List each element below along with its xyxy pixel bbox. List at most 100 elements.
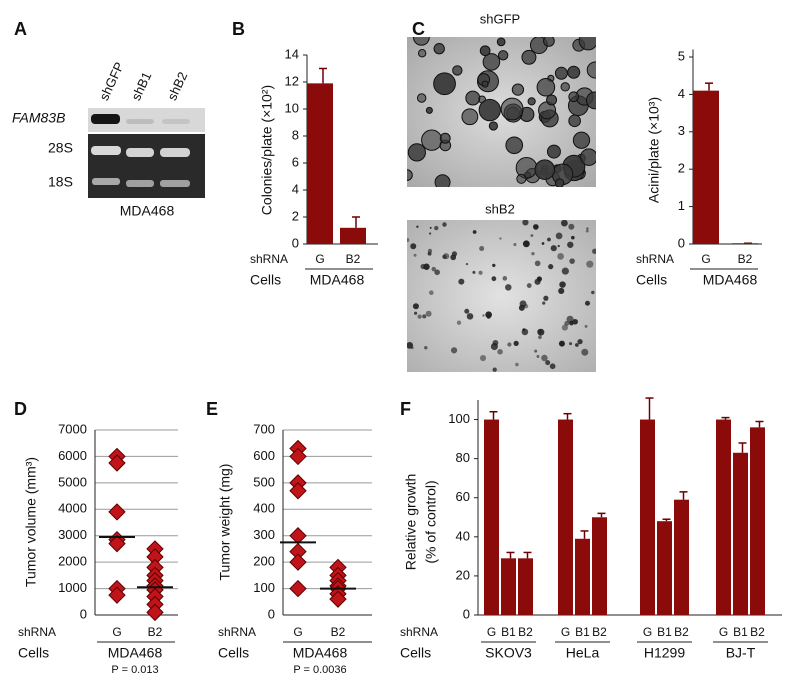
x-tick-label: G (293, 625, 302, 639)
bar (518, 558, 533, 615)
cell (586, 260, 594, 268)
x-tick-label: B2 (331, 625, 346, 639)
cell (558, 287, 565, 295)
cell (538, 335, 542, 340)
cell (407, 238, 410, 243)
cell (586, 227, 589, 230)
cell (442, 222, 447, 227)
group-label: MDA468 (108, 645, 163, 661)
micrograph-cells (407, 37, 596, 187)
cell (482, 53, 501, 71)
bar (750, 427, 765, 615)
panel-letter: C (412, 19, 425, 39)
cell (534, 260, 541, 267)
x-tick-label: G (643, 625, 652, 639)
data-point (146, 603, 164, 622)
data-point (289, 447, 307, 466)
cell (497, 50, 509, 61)
cell (450, 347, 458, 354)
cell (478, 98, 501, 122)
cell (505, 136, 524, 155)
cell (428, 290, 434, 296)
data-point (289, 527, 307, 545)
lane-label: shGFP (96, 60, 127, 103)
x-tick-label: B1 (733, 625, 748, 639)
y-tick-label: 6000 (58, 448, 87, 463)
cell (522, 240, 530, 248)
cell (479, 354, 487, 362)
x-tick-label: B2 (518, 625, 533, 639)
cell (549, 363, 556, 370)
cell (523, 304, 529, 309)
cell (547, 237, 551, 242)
cell (439, 132, 451, 144)
cell (569, 258, 575, 264)
cell (584, 324, 588, 328)
y-tick-label: 600 (253, 448, 275, 463)
cell (496, 37, 506, 47)
cell (578, 37, 596, 51)
x-tick-label: B2 (592, 625, 607, 639)
cell (567, 241, 574, 248)
y-tick-label: 3 (678, 123, 685, 138)
cell (407, 169, 413, 181)
cell (568, 91, 580, 103)
cell (557, 244, 560, 248)
cell (507, 342, 512, 347)
cell (522, 220, 529, 226)
cell (434, 174, 451, 187)
group-label: HeLa (566, 645, 600, 661)
cell (492, 367, 497, 372)
y-tick-label: 6 (292, 154, 299, 169)
cell (431, 266, 437, 272)
bar (501, 558, 516, 615)
cell (461, 108, 479, 126)
cell (566, 315, 574, 323)
cell (425, 106, 433, 114)
cell (410, 243, 417, 250)
y-tick-label: 500 (253, 474, 275, 489)
cell (513, 243, 517, 247)
cell (591, 290, 595, 295)
gel-band (91, 114, 120, 124)
y-tick-label: 10 (285, 100, 299, 115)
panel-letter: E (206, 399, 218, 419)
cell (492, 263, 496, 268)
cell (546, 144, 561, 159)
x-tick-label: G (112, 625, 121, 639)
cell (407, 143, 426, 162)
x-tick-label: G (719, 625, 728, 639)
row-label: Cells (250, 272, 281, 288)
y-axis-label: Tumor weight (mg) (217, 464, 233, 581)
data-point (108, 534, 126, 553)
gel: shGFP shB1 shB2 FAM83B 28S 18S MDA468 (12, 60, 205, 219)
cell (412, 303, 419, 310)
cell (557, 253, 564, 260)
y-tick-label: 1 (678, 198, 685, 213)
cell (521, 49, 537, 65)
cell (585, 91, 596, 110)
x-tick-label: B2 (674, 625, 689, 639)
bar (307, 83, 333, 244)
cell (543, 37, 555, 47)
bar (657, 521, 672, 615)
cell (577, 338, 583, 345)
cell (485, 311, 492, 319)
row-label: Cells (218, 645, 249, 661)
cell (561, 324, 568, 331)
data-point (108, 454, 126, 472)
x-tick-label: G (701, 252, 710, 266)
cell (412, 37, 430, 46)
cell (502, 276, 508, 281)
cell (429, 226, 432, 229)
y-tick-label: 4000 (58, 501, 87, 516)
cell (416, 93, 427, 103)
cell (569, 342, 573, 346)
cell (585, 229, 589, 233)
cell (488, 121, 498, 131)
lane-label: shB1 (128, 70, 154, 103)
micrograph (407, 220, 596, 372)
group-label: H1299 (644, 645, 685, 661)
cell (580, 148, 596, 166)
row-label: FAM83B (12, 110, 65, 126)
